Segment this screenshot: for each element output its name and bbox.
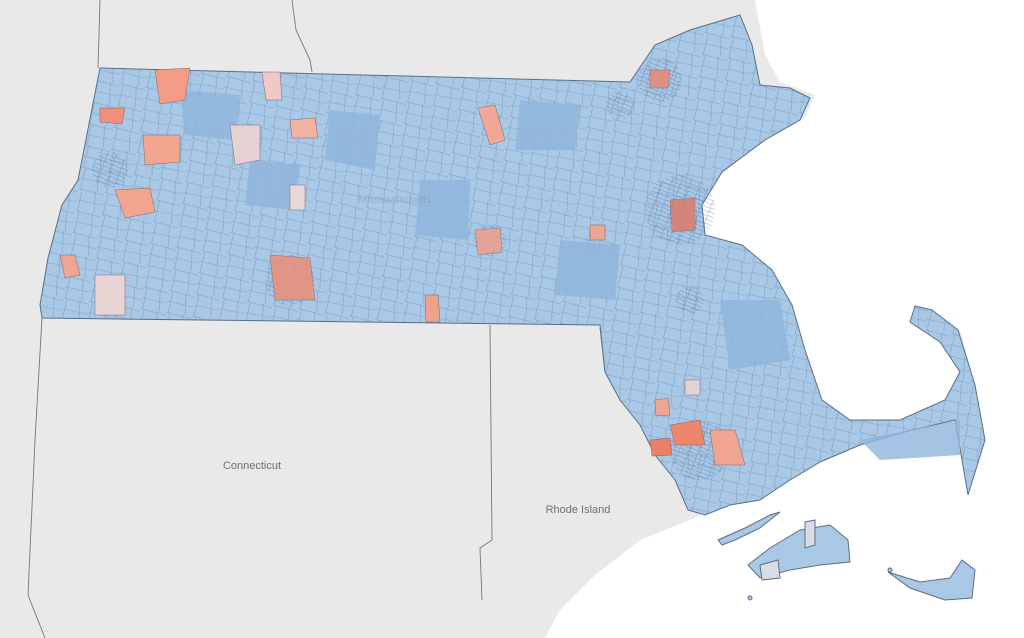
ocean (545, 0, 1024, 638)
state-label: Rhode Island (546, 504, 611, 516)
massachusetts-towns (39, 14, 986, 516)
state-label: Connecticut (223, 460, 281, 472)
islands (717, 511, 976, 601)
state-label: Massachusetts (358, 194, 432, 206)
